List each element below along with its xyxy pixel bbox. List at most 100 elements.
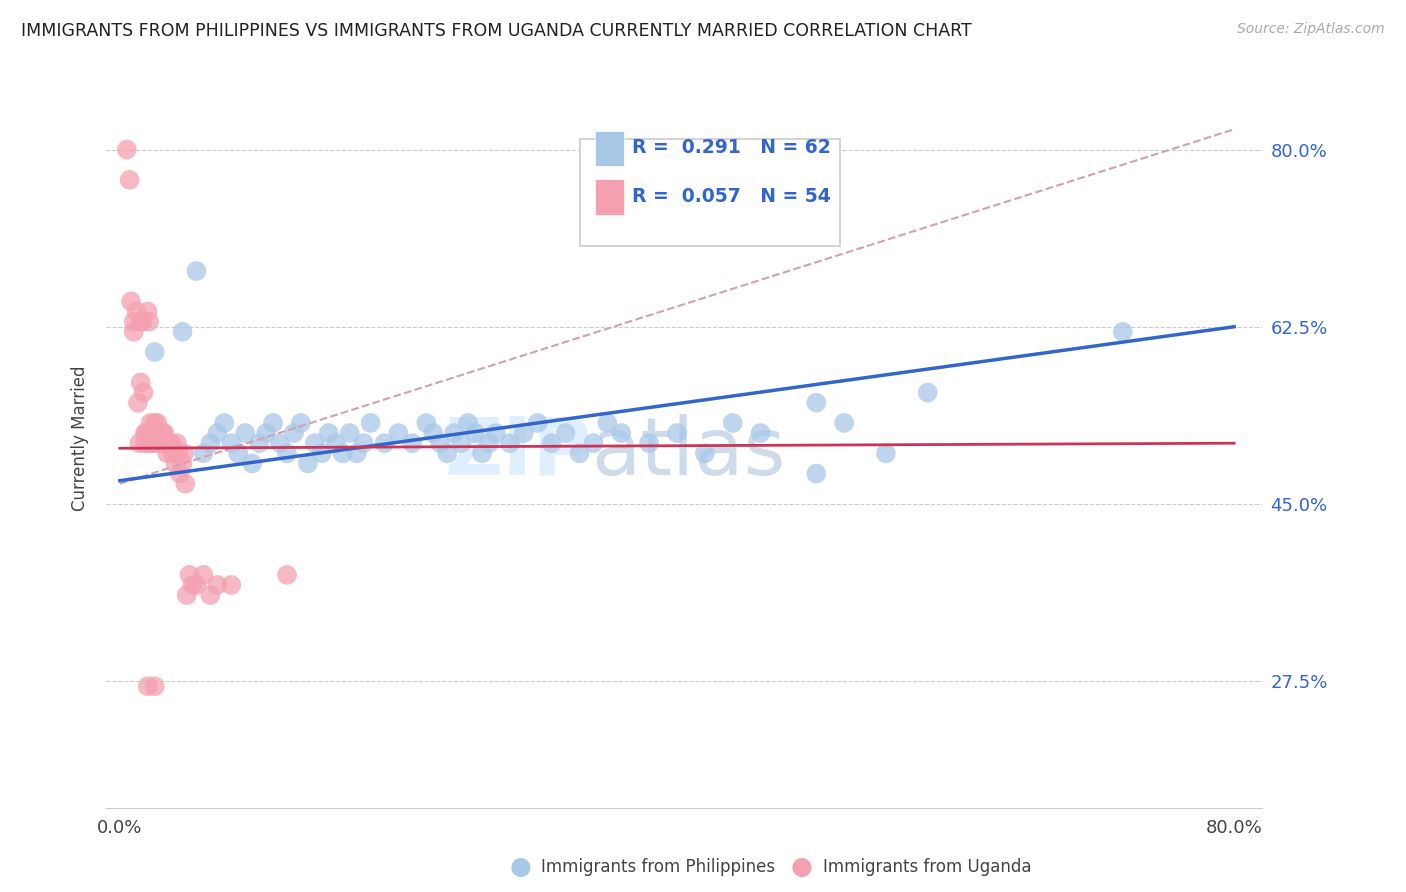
Point xyxy=(150,426,173,441)
Point xyxy=(172,325,194,339)
Point xyxy=(207,426,229,441)
Point xyxy=(276,567,298,582)
Point xyxy=(136,436,159,450)
Point xyxy=(526,416,548,430)
Point xyxy=(806,467,828,481)
Point xyxy=(325,436,347,450)
Point xyxy=(139,416,162,430)
Point xyxy=(513,426,536,441)
Point xyxy=(148,436,170,450)
Point xyxy=(122,315,145,329)
Point xyxy=(339,426,361,441)
Point xyxy=(136,679,159,693)
Point xyxy=(540,436,562,450)
Point xyxy=(173,446,195,460)
Point xyxy=(143,416,166,430)
Point xyxy=(155,436,177,450)
Point xyxy=(176,588,198,602)
Point xyxy=(582,436,605,450)
Point xyxy=(568,446,591,460)
FancyBboxPatch shape xyxy=(579,139,839,246)
Point xyxy=(139,426,162,441)
Point xyxy=(146,416,169,430)
Point xyxy=(596,416,619,430)
Point xyxy=(360,416,382,430)
Point xyxy=(832,416,855,430)
Point xyxy=(666,426,689,441)
Point xyxy=(233,426,256,441)
FancyBboxPatch shape xyxy=(595,130,624,166)
Point xyxy=(297,457,319,471)
Point xyxy=(226,446,249,460)
Point xyxy=(499,436,522,450)
Point xyxy=(429,436,451,450)
Point xyxy=(135,426,157,441)
Text: R =  0.057   N = 54: R = 0.057 N = 54 xyxy=(631,187,831,206)
Text: Immigrants from Philippines: Immigrants from Philippines xyxy=(541,858,776,876)
Point xyxy=(153,426,176,441)
Point xyxy=(290,416,312,430)
Point xyxy=(457,416,479,430)
Point xyxy=(132,385,155,400)
Point xyxy=(181,578,204,592)
Point xyxy=(401,436,423,450)
Point xyxy=(485,426,508,441)
Point xyxy=(193,567,215,582)
Text: Immigrants from Uganda: Immigrants from Uganda xyxy=(823,858,1031,876)
Point xyxy=(240,457,263,471)
Point xyxy=(143,679,166,693)
Point xyxy=(162,446,184,460)
Point xyxy=(142,436,165,450)
Point xyxy=(145,426,167,441)
Point xyxy=(138,315,160,329)
Point xyxy=(159,436,181,450)
Point xyxy=(115,143,138,157)
Text: R =  0.291   N = 62: R = 0.291 N = 62 xyxy=(631,138,831,157)
Point xyxy=(134,426,156,441)
Point xyxy=(172,457,194,471)
Point xyxy=(415,416,437,430)
Point xyxy=(254,426,277,441)
Point xyxy=(160,436,183,450)
Point xyxy=(443,426,465,441)
Point xyxy=(214,416,236,430)
Point xyxy=(157,436,180,450)
Point xyxy=(1112,325,1135,339)
Point xyxy=(638,436,661,450)
Point xyxy=(693,446,716,460)
Point xyxy=(219,578,242,592)
Point xyxy=(141,436,163,450)
Point xyxy=(332,446,354,460)
Point xyxy=(478,436,501,450)
Point xyxy=(143,345,166,359)
Text: Source: ZipAtlas.com: Source: ZipAtlas.com xyxy=(1237,22,1385,37)
Text: ZIP: ZIP xyxy=(444,414,592,491)
Point xyxy=(127,395,149,409)
Point xyxy=(721,416,744,430)
Point xyxy=(167,446,190,460)
Point xyxy=(554,426,576,441)
Text: atlas: atlas xyxy=(592,414,786,491)
Point xyxy=(917,385,939,400)
Point xyxy=(134,436,156,450)
Point xyxy=(450,436,472,450)
Point xyxy=(143,426,166,441)
Point xyxy=(247,436,270,450)
Text: IMMIGRANTS FROM PHILIPPINES VS IMMIGRANTS FROM UGANDA CURRENTLY MARRIED CORRELAT: IMMIGRANTS FROM PHILIPPINES VS IMMIGRANT… xyxy=(21,22,972,40)
Point xyxy=(346,446,368,460)
FancyBboxPatch shape xyxy=(595,179,624,215)
Point xyxy=(186,264,208,278)
Point xyxy=(219,436,242,450)
Point xyxy=(179,567,201,582)
Point xyxy=(262,416,284,430)
Point xyxy=(311,446,333,460)
Point xyxy=(193,446,215,460)
Point xyxy=(186,578,208,592)
Point xyxy=(373,436,395,450)
Point xyxy=(806,395,828,409)
Point xyxy=(207,578,229,592)
Point xyxy=(875,446,897,460)
Point xyxy=(152,426,174,441)
Point xyxy=(749,426,772,441)
Point xyxy=(156,446,179,460)
